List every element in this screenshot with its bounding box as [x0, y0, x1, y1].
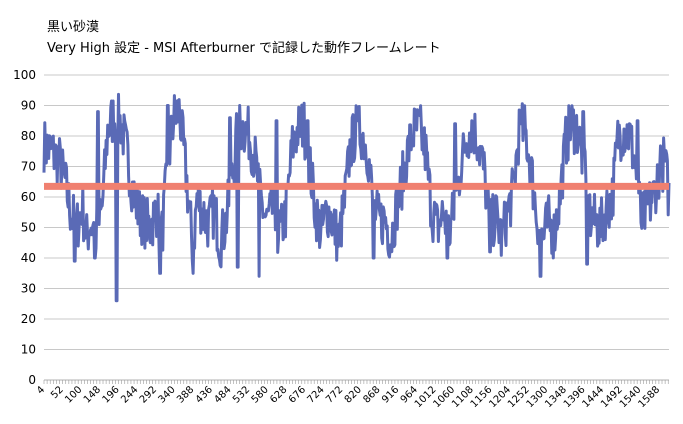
- y-tick-label: 20: [21, 312, 36, 326]
- y-tick-label: 90: [21, 99, 36, 113]
- y-tick-label: 50: [21, 221, 36, 235]
- x-tick-label: 436: [194, 384, 215, 405]
- x-tick-label: 340: [156, 384, 177, 405]
- y-tick-label: 40: [21, 251, 36, 265]
- x-tick-label: 676: [287, 384, 308, 405]
- framerate-series-line: [42, 92, 671, 303]
- x-tick-label: 196: [101, 384, 122, 405]
- y-tick-label: 100: [13, 68, 36, 82]
- x-tick-label: 292: [138, 384, 159, 405]
- x-tick-label: 772: [324, 384, 345, 405]
- chart-title: 黒い砂漠: [47, 20, 100, 35]
- x-tick-label: 484: [212, 384, 233, 405]
- x-tick-label: 628: [268, 384, 289, 405]
- x-tick-label: 868: [361, 384, 382, 405]
- x-tick-label: 724: [306, 384, 327, 405]
- x-tick-label: 580: [250, 384, 271, 405]
- y-tick-label: 60: [21, 190, 36, 204]
- x-tick-label: 100: [63, 384, 84, 405]
- x-tick-label: 388: [175, 384, 196, 405]
- y-tick-label: 30: [21, 282, 36, 296]
- x-tick-label: 1588: [636, 384, 662, 410]
- y-tick-label: 10: [21, 343, 36, 357]
- x-tick-label: 820: [343, 384, 364, 405]
- chart-subtitle: Very High 設定 - MSI Afterburner で記録した動作フレ…: [47, 41, 441, 56]
- y-tick-label: 0: [28, 373, 36, 387]
- x-tick-label: 244: [119, 384, 140, 405]
- y-tick-label: 80: [21, 129, 36, 143]
- x-tick-label: 148: [82, 384, 103, 405]
- x-tick-label: 916: [380, 384, 401, 405]
- y-tick-label: 70: [21, 160, 36, 174]
- x-tick-label: 4: [35, 384, 47, 396]
- x-tick-label: 532: [231, 384, 252, 405]
